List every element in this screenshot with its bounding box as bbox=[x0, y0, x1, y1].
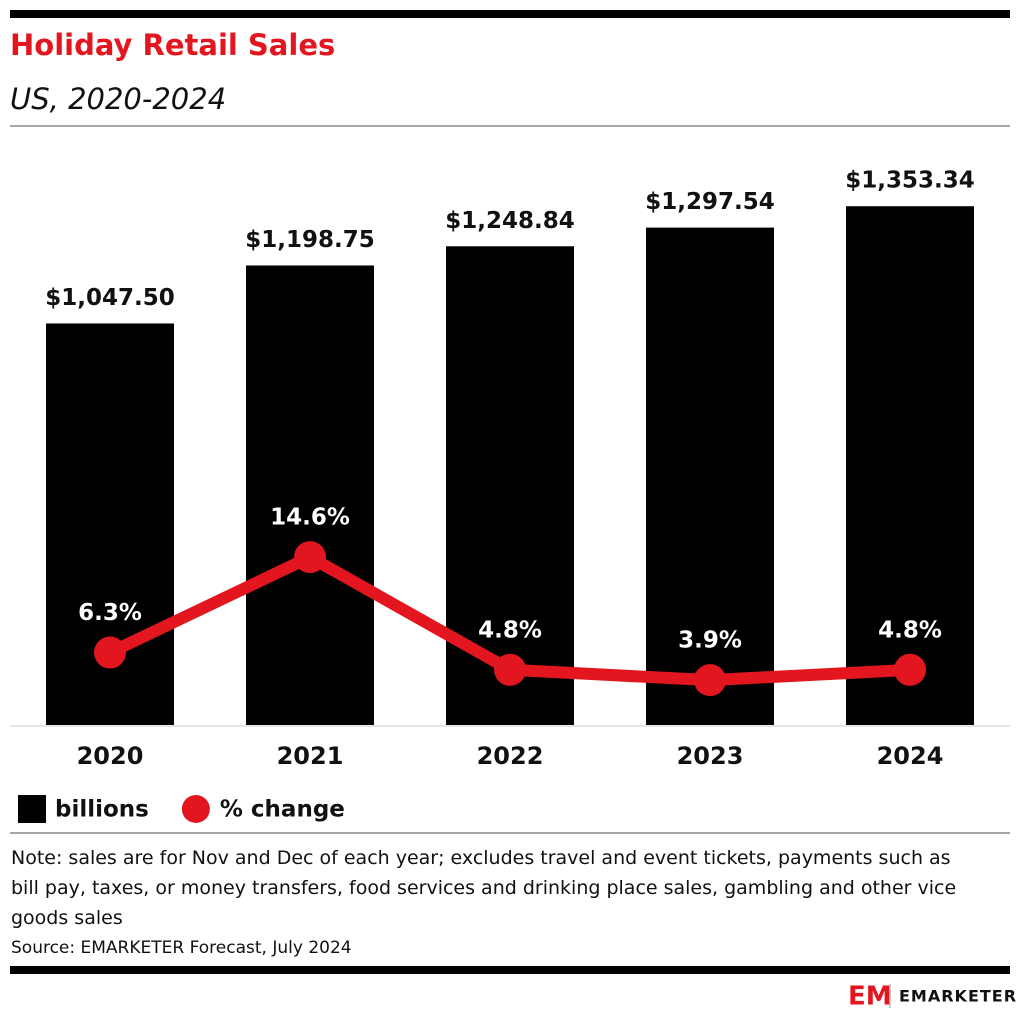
bar-value-label: $1,198.75 bbox=[245, 227, 375, 253]
legend-label: billions bbox=[55, 797, 149, 823]
line-value-label: 4.8% bbox=[878, 617, 942, 643]
line-point bbox=[94, 636, 126, 669]
chart-title: Holiday Retail Sales bbox=[10, 28, 335, 62]
chart-subtitle: US, 2020-2024 bbox=[10, 82, 226, 116]
bar bbox=[646, 227, 774, 725]
bar-value-label: $1,248.84 bbox=[445, 208, 575, 234]
bottom-rule bbox=[10, 966, 1010, 974]
x-tick-label: 2021 bbox=[277, 742, 344, 770]
bar-value-label: $1,047.50 bbox=[45, 285, 175, 311]
note: Note: sales are for Nov and Dec of each … bbox=[11, 847, 957, 929]
line-value-label: 4.8% bbox=[478, 617, 542, 643]
top-rule bbox=[10, 10, 1010, 18]
line-value-label: 3.9% bbox=[678, 628, 742, 654]
bar bbox=[246, 265, 374, 725]
line-point bbox=[494, 653, 526, 686]
line-point bbox=[294, 541, 326, 574]
legend-swatch bbox=[18, 795, 46, 823]
source: Source: EMARKETER Forecast, July 2024 bbox=[11, 938, 352, 958]
bar bbox=[846, 206, 974, 725]
bar bbox=[446, 246, 574, 725]
line-point bbox=[894, 653, 926, 686]
x-tick-label: 2024 bbox=[877, 742, 944, 770]
bar-value-label: $1,297.54 bbox=[645, 189, 775, 215]
line-point bbox=[694, 664, 726, 697]
x-tick-label: 2020 bbox=[77, 742, 144, 770]
legend-swatch bbox=[181, 795, 210, 823]
line-value-label: 14.6% bbox=[270, 505, 350, 531]
legend-label: % change bbox=[220, 797, 345, 823]
line-value-label: 6.3% bbox=[78, 600, 142, 626]
x-tick-label: 2023 bbox=[677, 742, 744, 770]
x-tick-label: 2022 bbox=[477, 742, 544, 770]
logo-mark: EM bbox=[848, 982, 892, 1012]
bar-value-label: $1,353.34 bbox=[845, 168, 975, 194]
logo-text: EMARKETER bbox=[899, 987, 1017, 1006]
